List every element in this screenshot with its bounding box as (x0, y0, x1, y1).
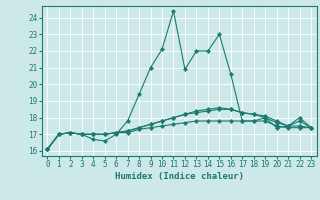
X-axis label: Humidex (Indice chaleur): Humidex (Indice chaleur) (115, 172, 244, 181)
